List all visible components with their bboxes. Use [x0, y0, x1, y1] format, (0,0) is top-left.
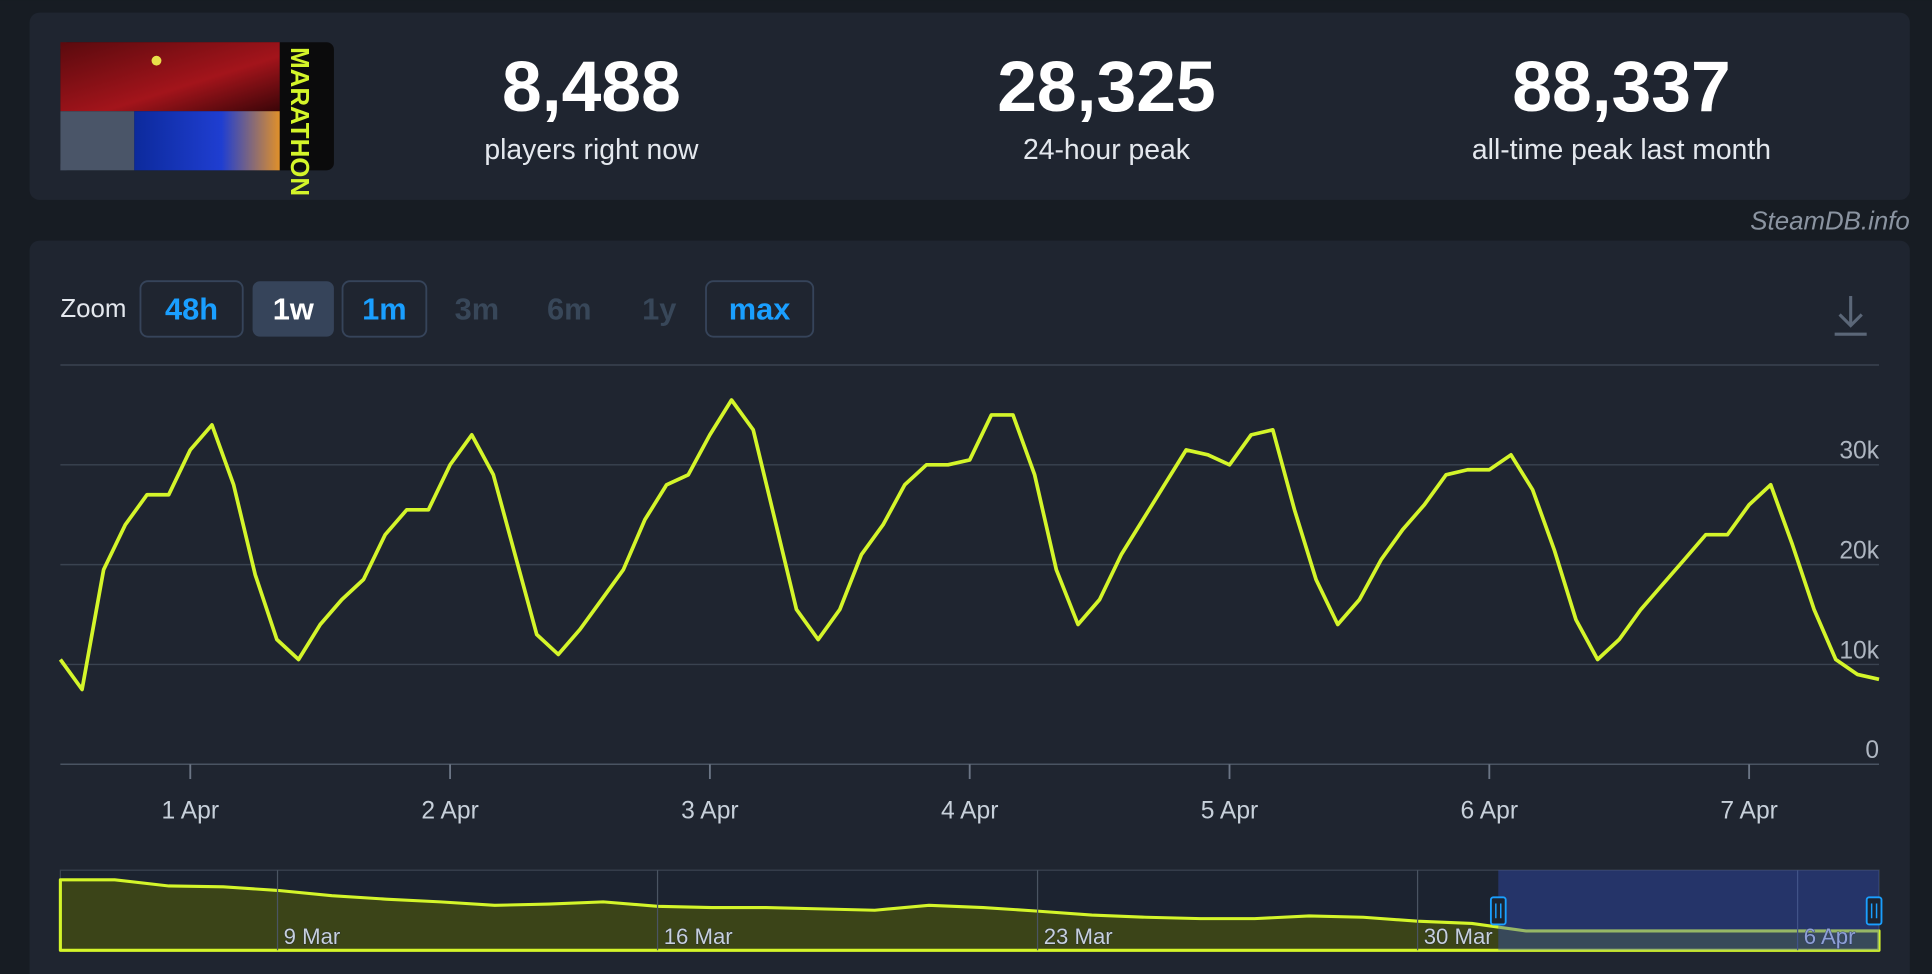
zoom-label: Zoom: [60, 295, 126, 323]
download-icon[interactable]: [1838, 313, 1863, 328]
x-tick-label: 3 Apr: [681, 797, 739, 824]
x-tick-label: 5 Apr: [1201, 797, 1259, 824]
logo-art: [60, 111, 135, 171]
stats: 8,488 players right now 28,325 24-hour peak…: [484, 47, 1771, 166]
logo-art: [60, 42, 280, 112]
zoom-button-label[interactable]: 1m: [362, 291, 407, 326]
zoom-button-label[interactable]: max: [729, 291, 791, 326]
logo-art: [134, 111, 280, 171]
navigator-tick-label: 16 Mar: [664, 924, 734, 949]
stat-value: 88,337: [1512, 47, 1731, 127]
stat-value: 8,488: [502, 47, 681, 127]
x-tick-label: 2 Apr: [421, 797, 479, 824]
y-tick-label: 20k: [1839, 537, 1879, 564]
x-tick-label: 6 Apr: [1461, 797, 1519, 824]
zoom-button-label: 1y: [642, 291, 676, 326]
series-line: [58, 398, 1880, 692]
navigator-tick-label: 23 Mar: [1044, 924, 1114, 949]
y-tick-label: 30k: [1839, 438, 1879, 465]
zoom-button[interactable]: 48h: [139, 280, 244, 338]
logo-art: [151, 55, 162, 66]
game-logo: MARATHON: [60, 42, 334, 196]
navigator-tick-label: 6 Apr: [1804, 924, 1856, 949]
chart-panel: [29, 240, 1910, 974]
x-tick-label: 7 Apr: [1720, 797, 1778, 824]
zoom-button-bg[interactable]: [252, 281, 334, 337]
navigator-selection[interactable]: [1498, 870, 1880, 951]
zoom-button-label[interactable]: 48h: [165, 291, 218, 326]
stat-value: 28,325: [997, 47, 1216, 127]
zoom-buttons: 48h 1w 1m 3m 6m 1y max: [139, 280, 815, 338]
zoom-button: 1y: [642, 291, 676, 326]
navigator-tick-label: 9 Mar: [284, 924, 341, 949]
y-tick-label: 10k: [1839, 637, 1879, 664]
x-tick-label: 1 Apr: [162, 797, 220, 824]
zoom-button-bg[interactable]: [341, 280, 428, 338]
navigator[interactable]: 9 Mar 16 Mar 23 Mar 30 Mar 6 Apr: [58, 869, 1883, 952]
header-panel: [29, 12, 1910, 200]
zoom-button[interactable]: 1w: [252, 281, 334, 337]
zoom-button-label[interactable]: 1w: [273, 291, 315, 326]
zoom-button[interactable]: max: [705, 280, 815, 338]
x-tick-label: 4 Apr: [941, 797, 999, 824]
zoom-button-bg[interactable]: [705, 280, 815, 338]
stat-label: 24-hour peak: [1023, 134, 1191, 166]
stat-label: all-time peak last month: [1472, 134, 1771, 166]
zoom-button: 6m: [547, 291, 592, 326]
zoom-button-label: 6m: [547, 291, 592, 326]
zoom-button-label: 3m: [455, 291, 500, 326]
navigator-handle[interactable]: [1489, 896, 1507, 926]
watermark: SteamDB.info: [1750, 207, 1910, 235]
zoom-button-bg[interactable]: [139, 280, 244, 338]
stat-label: players right now: [484, 134, 699, 166]
navigator-area: [58, 878, 1881, 952]
logo-text: MARATHON: [285, 47, 313, 196]
main-chart: 0 10k 20k 30k 1 Apr 2 Apr 3 Apr 4 Apr 5 Apr 6 Apr…: [58, 364, 1880, 824]
zoom-button[interactable]: 1m: [341, 280, 428, 338]
download-button[interactable]: [1834, 296, 1867, 336]
zoom-button: 3m: [455, 291, 500, 326]
navigator-handle[interactable]: [1865, 896, 1883, 926]
navigator-tick-label: 30 Mar: [1424, 924, 1494, 949]
y-tick-label: 0: [1865, 737, 1879, 764]
